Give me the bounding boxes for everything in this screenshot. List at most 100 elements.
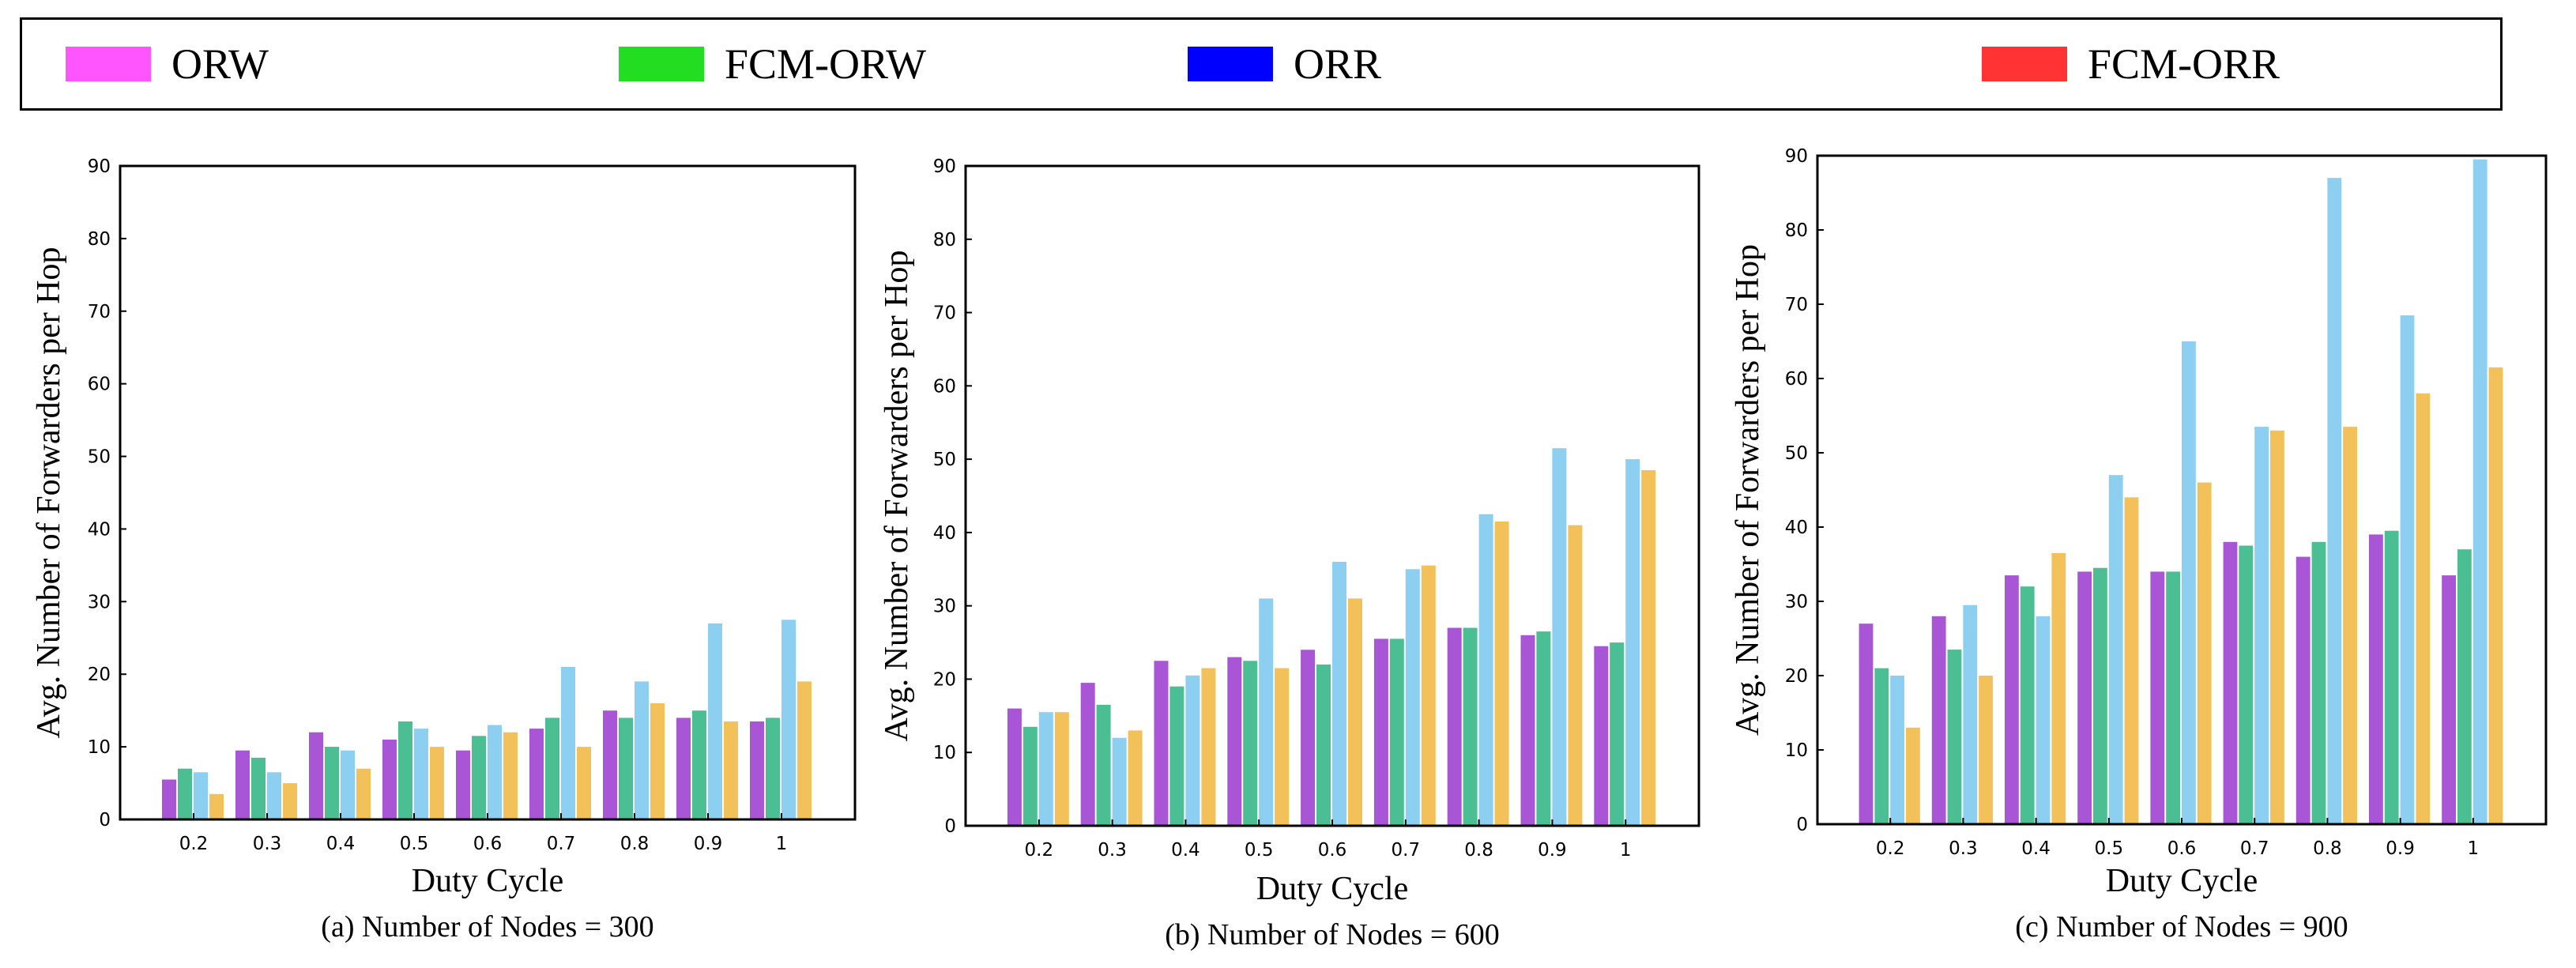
- x-tick-label: 0.6: [473, 834, 503, 854]
- bar-orr-1: [781, 620, 796, 819]
- x-tick-label: 0.2: [1025, 840, 1054, 861]
- bar-fcm-orr-0.9: [2416, 393, 2431, 824]
- x-axis-title: Duty Cycle: [412, 863, 563, 899]
- legend-item-fcm-orw: FCM-ORW: [619, 20, 926, 108]
- bar-fcm-orr-0.3: [283, 783, 297, 819]
- bar-orw-0.4: [1154, 661, 1169, 827]
- x-tick-label: 1: [2467, 838, 2479, 859]
- legend-swatch-fcm-orw: [619, 47, 704, 81]
- y-tick-label: 30: [88, 592, 111, 612]
- bar-orw-0.9: [1520, 635, 1535, 826]
- bar-orw-0.4: [309, 732, 323, 819]
- bar-orr-0.2: [194, 772, 208, 819]
- legend-item-orw: ORW: [66, 20, 269, 108]
- chart-caption: (b) Number of Nodes = 600: [1165, 918, 1500, 951]
- bar-orw-0.9: [676, 718, 691, 819]
- bar-fcm-orr-0.5: [2124, 497, 2139, 824]
- x-tick-label: 0.4: [1171, 840, 1200, 861]
- y-tick-label: 0: [1796, 815, 1808, 835]
- y-tick-label: 80: [88, 229, 111, 250]
- chart-c: 0.2 0.3 0.4 0.5 0.6 0.7 0.8 0.9 1010203040506070…: [1730, 146, 2548, 944]
- legend-swatch-fcm-orr: [1982, 47, 2067, 81]
- bar-orw-0.8: [2295, 556, 2310, 824]
- legend-label-fcm-orw: FCM-ORW: [725, 40, 927, 88]
- y-tick-label: 90: [88, 156, 111, 177]
- y-tick-label: 70: [1785, 295, 1808, 315]
- x-tick-label: 1: [776, 834, 788, 854]
- bar-orr-1: [2472, 159, 2487, 824]
- bar-orw-0.9: [2369, 534, 2383, 824]
- legend-label-fcm-orr: FCM-ORR: [2088, 40, 2280, 88]
- x-tick-label: 0.8: [1464, 840, 1493, 861]
- y-tick-label: 90: [1785, 146, 1808, 167]
- bar-orw-0.7: [1373, 638, 1388, 826]
- bars-group: [1859, 159, 2503, 825]
- bar-orr-0.3: [267, 772, 281, 819]
- bar-fcm-orr-0.6: [2197, 482, 2212, 824]
- x-axis-title: Duty Cycle: [1256, 871, 1408, 907]
- bar-orr-0.5: [2108, 475, 2123, 824]
- x-tick-label: 0.3: [1098, 840, 1127, 861]
- y-tick-label: 50: [88, 447, 111, 468]
- plot-frame: [1816, 154, 2548, 826]
- bar-orw-0.2: [1859, 623, 1874, 824]
- bar-orr-0.9: [708, 623, 722, 819]
- bar-orr-0.2: [1038, 712, 1053, 826]
- y-tick-label: 40: [88, 519, 111, 540]
- x-tick-label: 0.7: [1392, 840, 1421, 861]
- y-tick-label: 10: [933, 743, 956, 763]
- bar-orr-0.3: [1112, 737, 1127, 826]
- y-tick-label: 40: [1785, 518, 1808, 538]
- bar-fcm-orr-0.9: [1568, 525, 1583, 826]
- bar-fcm-orw-0.9: [692, 710, 706, 819]
- x-tick-label: 0.4: [326, 834, 356, 854]
- bar-fcm-orr-0.7: [1421, 565, 1436, 826]
- bar-fcm-orw-0.5: [2093, 567, 2107, 824]
- bar-orr-0.7: [561, 667, 575, 819]
- x-tick-label: 0.9: [1538, 840, 1567, 861]
- x-tick-label: 0.7: [547, 834, 576, 854]
- x-tick-label: 0.2: [1876, 838, 1905, 859]
- y-tick-label: 70: [88, 302, 111, 322]
- bar-fcm-orw-0.3: [251, 757, 266, 819]
- bar-orw-0.6: [2150, 571, 2165, 824]
- bar-orr-0.8: [2327, 178, 2342, 824]
- x-tick-label: 0.6: [1318, 840, 1347, 861]
- bar-fcm-orr-0.8: [1494, 522, 1509, 826]
- bar-fcm-orw-0.2: [1022, 726, 1038, 827]
- y-tick-label: 20: [88, 665, 111, 685]
- bar-fcm-orw-0.4: [325, 747, 339, 819]
- y-tick-label: 10: [1785, 740, 1808, 761]
- x-tick-label: 0.5: [2095, 838, 2124, 859]
- bar-fcm-orr-0.3: [1128, 730, 1143, 826]
- y-tick-label: 0: [99, 810, 111, 831]
- bar-fcm-orr-1: [2488, 367, 2503, 824]
- bar-fcm-orr-0.9: [724, 721, 738, 819]
- y-tick-label: 80: [1785, 220, 1808, 241]
- bar-orw-0.5: [1227, 657, 1242, 826]
- plot-frame: [964, 164, 1700, 827]
- bar-fcm-orr-0.4: [356, 768, 371, 819]
- bar-fcm-orr-0.8: [2343, 427, 2357, 824]
- y-tick-label: 60: [1785, 369, 1808, 390]
- bar-orr-1: [1625, 459, 1640, 826]
- bar-orw-1: [750, 721, 764, 819]
- bar-orr-0.8: [1478, 514, 1493, 826]
- x-tick-label: 0.5: [400, 834, 429, 854]
- bar-fcm-orr-0.4: [1201, 668, 1216, 826]
- bar-orr-0.9: [1552, 448, 1567, 826]
- bar-orr-0.5: [1259, 598, 1274, 826]
- bar-fcm-orw-0.5: [398, 721, 412, 819]
- y-tick-label: 20: [1785, 666, 1808, 687]
- y-tick-label: 60: [933, 376, 956, 397]
- y-tick-label: 30: [1785, 592, 1808, 612]
- bar-fcm-orw-0.7: [545, 718, 559, 819]
- bar-orw-1: [2442, 575, 2456, 824]
- x-tick-label: 0.6: [2167, 838, 2197, 859]
- bar-orw-0.3: [1080, 683, 1095, 826]
- bar-fcm-orr-1: [1641, 470, 1656, 826]
- chart-caption: (c) Number of Nodes = 900: [2015, 910, 2348, 944]
- bar-orw-1: [1594, 646, 1609, 826]
- y-tick-label: 80: [933, 230, 956, 250]
